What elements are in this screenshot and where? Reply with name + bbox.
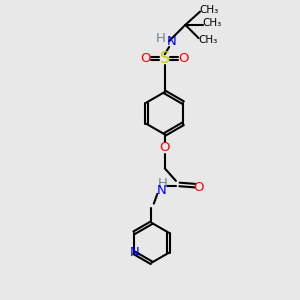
Text: S: S xyxy=(160,51,170,66)
Text: H: H xyxy=(156,32,166,45)
Text: O: O xyxy=(193,181,204,194)
Text: CH₃: CH₃ xyxy=(203,18,222,28)
Text: O: O xyxy=(140,52,151,65)
Text: CH₃: CH₃ xyxy=(199,34,218,45)
Text: N: N xyxy=(129,246,139,259)
Text: CH₃: CH₃ xyxy=(200,5,219,15)
Text: H: H xyxy=(158,177,168,190)
Text: N: N xyxy=(157,184,167,197)
Text: O: O xyxy=(178,52,189,65)
Text: N: N xyxy=(167,34,177,48)
Text: O: O xyxy=(160,141,170,154)
